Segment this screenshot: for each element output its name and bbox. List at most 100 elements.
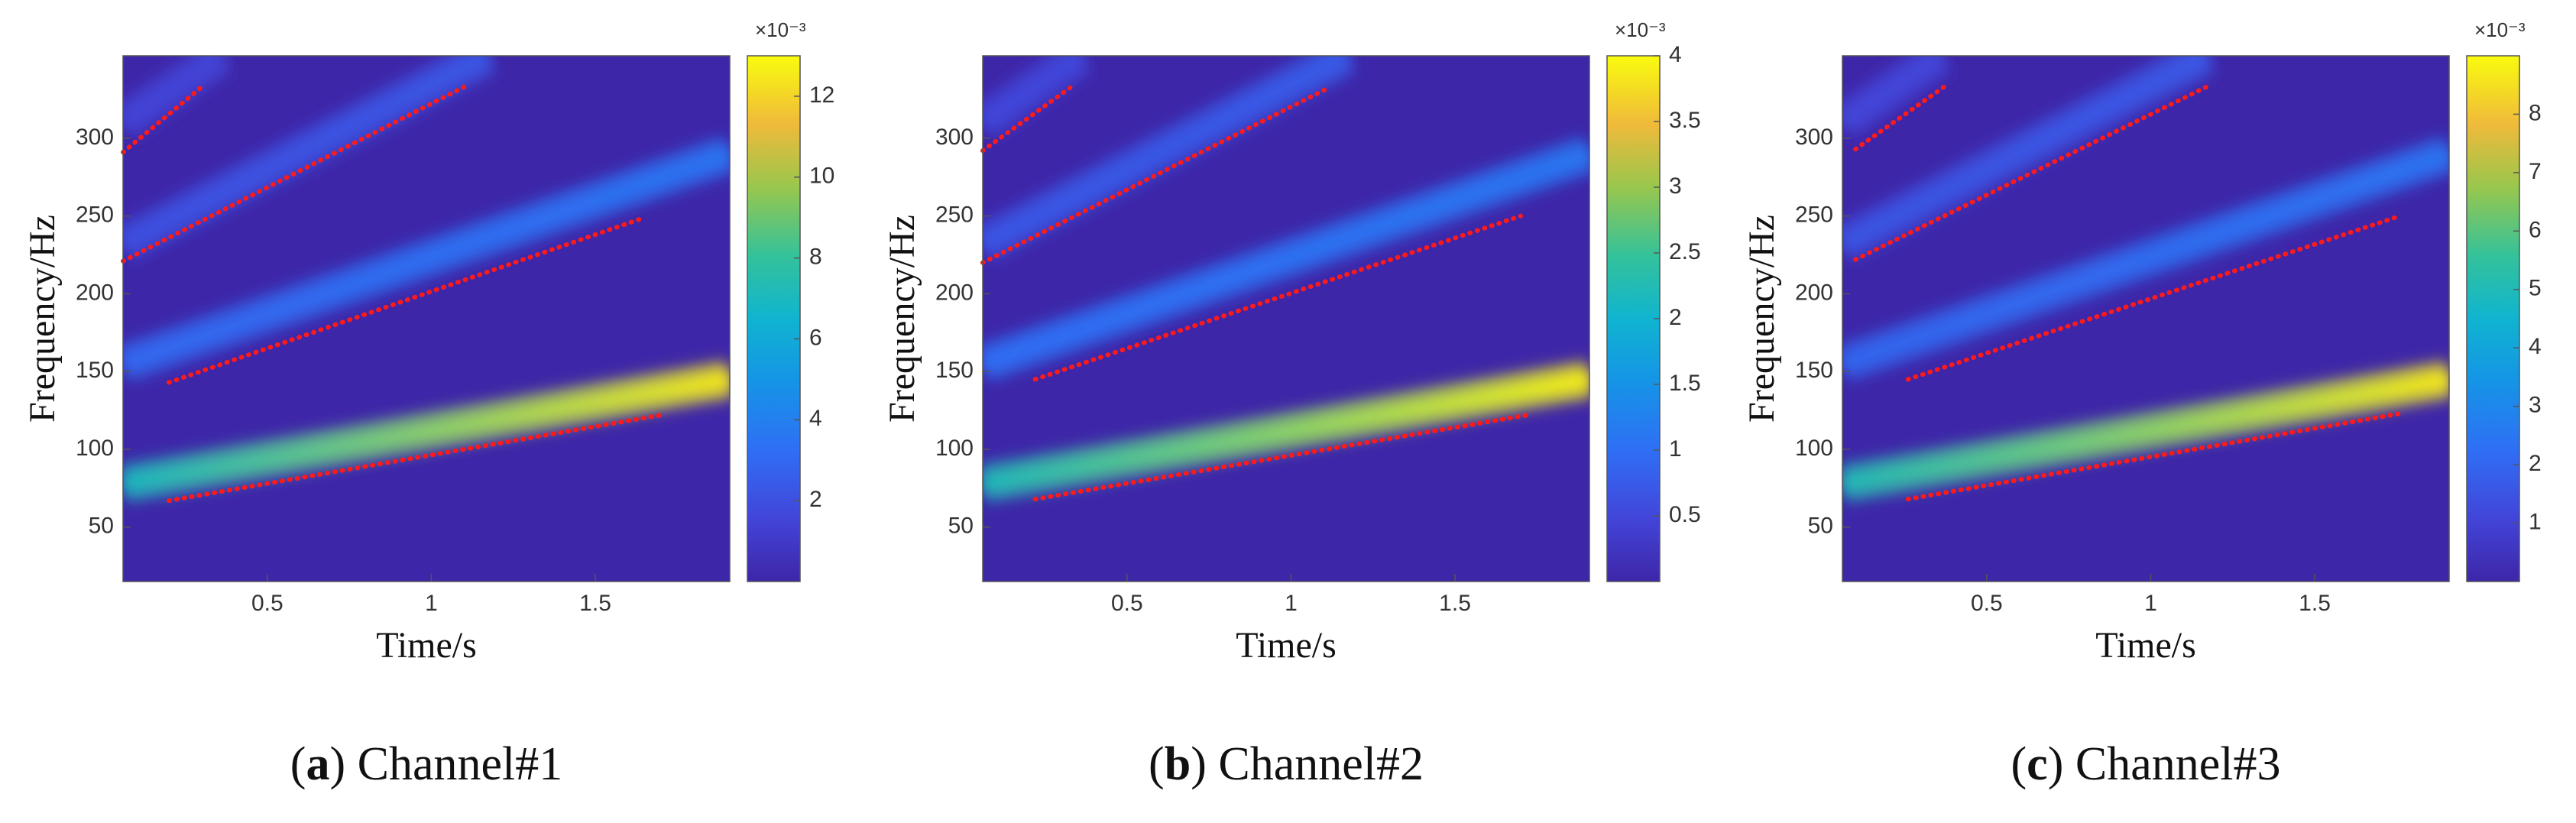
- x-tick-label: 1: [1285, 591, 1298, 616]
- x-axis-label: Time/s: [376, 625, 477, 666]
- y-tick-label: 200: [1795, 280, 1833, 305]
- ridge: [1842, 144, 2449, 374]
- colorbar-tick-label: 1: [1669, 436, 1682, 462]
- plot-area: [983, 56, 1589, 504]
- x-tick-label: 1: [2144, 591, 2157, 616]
- caption-part: a: [306, 738, 329, 790]
- ridge: [983, 369, 1589, 494]
- colorbar-tick-label: 0.5: [1669, 502, 1701, 527]
- caption-part: b: [1165, 738, 1191, 790]
- colorbar-tick-label: 8: [2529, 100, 2542, 125]
- colorbar-tick-label: 4: [1669, 42, 1682, 67]
- x-tick-label: 0.5: [1971, 591, 2003, 616]
- x-tick-label: 1.5: [579, 591, 611, 616]
- x-tick-label: 0.5: [1111, 591, 1143, 616]
- plot-area: [1842, 56, 2449, 504]
- colorbar-tick-label: 6: [809, 325, 822, 350]
- y-tick-label: 200: [935, 280, 974, 305]
- colorbar-tick-label: 2: [1669, 305, 1682, 330]
- colorbar-tick-label: 2: [809, 487, 822, 512]
- colorbar-tick-label: 3.5: [1669, 108, 1701, 133]
- caption: (c) Channel#3: [2011, 738, 2281, 790]
- y-axis-label: Frequency/Hz: [882, 215, 922, 423]
- estimated-ridge: [121, 84, 467, 264]
- estimated-ridge: [1032, 213, 1523, 382]
- caption: (b) Channel#2: [1149, 738, 1424, 790]
- ridge: [983, 56, 1352, 253]
- colorbar-exponent: ×10⁻³: [2474, 18, 2526, 41]
- y-tick-label: 50: [89, 514, 114, 539]
- colorbar-tick-label: 5: [2529, 276, 2542, 301]
- estimated-ridge: [1032, 413, 1530, 502]
- estimated-ridge: [1853, 84, 1947, 152]
- ridge: [123, 56, 492, 253]
- estimated-ridge: [167, 413, 663, 504]
- y-tick-label: 150: [1795, 358, 1833, 383]
- y-tick-label: 100: [935, 436, 974, 461]
- plot-border: [982, 55, 1590, 582]
- colorbar-tick-label: 4: [2529, 334, 2542, 359]
- estimated-ridge: [121, 84, 205, 155]
- caption-part: c: [2027, 738, 2048, 790]
- y-tick-label: 250: [76, 203, 114, 228]
- colorbar-tick-label: 3: [1669, 173, 1682, 199]
- colorbar-tick-label: 2: [2529, 451, 2542, 476]
- ridge: [123, 144, 730, 374]
- y-axis-label: Frequency/Hz: [22, 215, 63, 423]
- estimated-ridge: [1905, 411, 2403, 502]
- caption-part: (: [290, 738, 306, 790]
- y-axis-label: Frequency/Hz: [1742, 215, 1782, 423]
- colorbar-tick-label: 12: [809, 83, 834, 108]
- y-tick-label: 150: [76, 358, 114, 383]
- estimated-ridge: [167, 215, 647, 385]
- ridge: [1842, 56, 1947, 131]
- caption-part: ) Channel#1: [329, 738, 562, 790]
- x-tick-label: 1: [425, 591, 438, 616]
- y-tick-label: 200: [76, 280, 114, 305]
- colorbar-tick-label: 7: [2529, 159, 2542, 184]
- y-tick-label: 250: [935, 203, 974, 228]
- colorbar-tick-label: 10: [809, 164, 834, 189]
- plot-border: [1842, 55, 2450, 582]
- caption-part: (: [1149, 738, 1165, 790]
- colorbar-tick-label: 1.5: [1669, 371, 1701, 396]
- caption: (a) Channel#1: [290, 738, 562, 790]
- y-tick-label: 250: [1795, 203, 1833, 228]
- x-tick-label: 1.5: [2299, 591, 2331, 616]
- colorbar-tick-label: 8: [809, 245, 822, 270]
- y-tick-label: 150: [935, 358, 974, 383]
- x-axis-label: Time/s: [1236, 625, 1337, 666]
- ridge: [1842, 369, 2449, 494]
- colorbar-tick-label: 2.5: [1669, 239, 1701, 264]
- y-tick-label: 100: [1795, 436, 1833, 461]
- colorbar: [1606, 55, 1661, 582]
- y-tick-label: 100: [76, 436, 114, 461]
- colorbar-exponent: ×10⁻³: [1615, 18, 1666, 41]
- colorbar-exponent: ×10⁻³: [755, 18, 806, 41]
- x-tick-label: 0.5: [251, 591, 284, 616]
- colorbar-tick-label: 4: [809, 406, 822, 431]
- caption-part: ) Channel#2: [1191, 738, 1424, 790]
- colorbar-tick-label: 1: [2529, 509, 2542, 534]
- plot-border: [122, 55, 731, 582]
- ridge: [123, 56, 228, 131]
- ridge: [123, 369, 730, 494]
- colorbar: [2466, 55, 2520, 582]
- caption-part: ) Channel#3: [2048, 738, 2281, 790]
- plot-area: [123, 56, 730, 504]
- colorbar-tick-label: 3: [2529, 393, 2542, 418]
- x-axis-label: Time/s: [2095, 625, 2196, 666]
- ridge: [983, 144, 1589, 374]
- caption-part: (: [2011, 738, 2027, 790]
- colorbar-tick-label: 6: [2529, 217, 2542, 242]
- colorbar: [747, 55, 801, 582]
- estimated-ridge: [1905, 213, 2403, 382]
- y-tick-label: 300: [935, 125, 974, 150]
- y-tick-label: 50: [1808, 514, 1833, 539]
- y-tick-label: 300: [76, 125, 114, 150]
- y-tick-label: 300: [1795, 125, 1833, 150]
- ridge: [983, 56, 1087, 131]
- y-tick-label: 50: [948, 514, 974, 539]
- ridge: [1842, 56, 2211, 253]
